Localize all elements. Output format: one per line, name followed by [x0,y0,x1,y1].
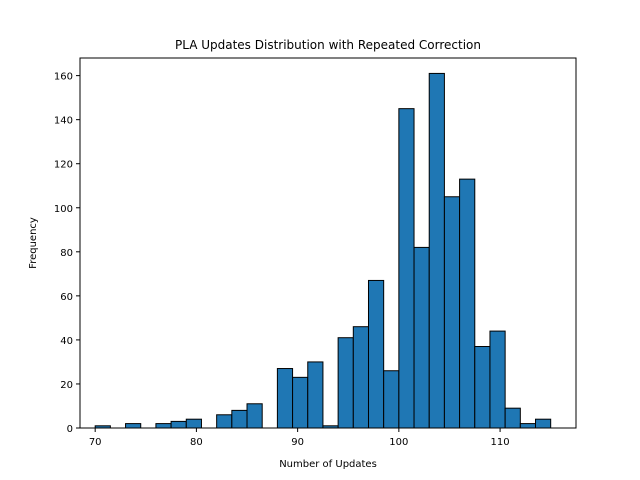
x-tick-label: 80 [190,437,203,448]
histogram-bar [216,414,233,429]
histogram-bar [367,279,385,429]
histogram-bar [231,409,248,429]
histogram-bar [535,418,552,429]
chart-title: PLA Updates Distribution with Repeated C… [175,38,481,52]
y-tick-label: 80 [60,248,73,259]
histogram-bar [443,196,461,429]
y-tick-label: 140 [54,116,73,127]
x-tick-label: 90 [291,437,304,448]
y-tick-label: 100 [54,204,73,215]
y-tick-label: 120 [54,160,73,171]
y-axis-label: Frequency [28,217,39,269]
histogram-bar [246,403,263,429]
histogram-bar [459,178,476,429]
x-tick-label: 70 [89,437,102,448]
histogram-bar [489,330,506,429]
y-tick-label: 40 [60,336,73,347]
x-tick-label: 100 [389,437,408,448]
histogram-bar [383,370,400,429]
histogram-bar [352,326,369,429]
x-axis-label: Number of Updates [279,459,377,470]
histogram-bar [474,346,491,429]
y-axis-ticks: 0 20 40 60 80 100 120 140 160 [54,72,80,435]
y-tick-label: 20 [60,380,73,391]
histogram-bar [413,246,430,429]
histogram-bar [504,407,521,429]
histogram-bar [170,420,187,429]
histogram-bar [337,337,354,429]
histogram-bar [398,108,415,429]
y-tick-label: 60 [60,292,73,303]
histogram-bar [155,423,172,429]
histogram-bar [185,418,202,429]
histogram-bar [125,423,142,429]
x-tick-label: 110 [491,437,510,448]
plot-frame [79,57,577,429]
y-tick-label: 160 [54,72,73,83]
histogram-bar [307,361,324,429]
histogram-bar [292,376,309,429]
histogram-bar [428,72,445,429]
y-tick-label: 0 [67,424,73,435]
x-axis-ticks: 70 80 90 100 110 [89,428,510,448]
histogram-bar [519,423,537,429]
histogram-bar [276,368,294,429]
bars-group [94,72,552,429]
